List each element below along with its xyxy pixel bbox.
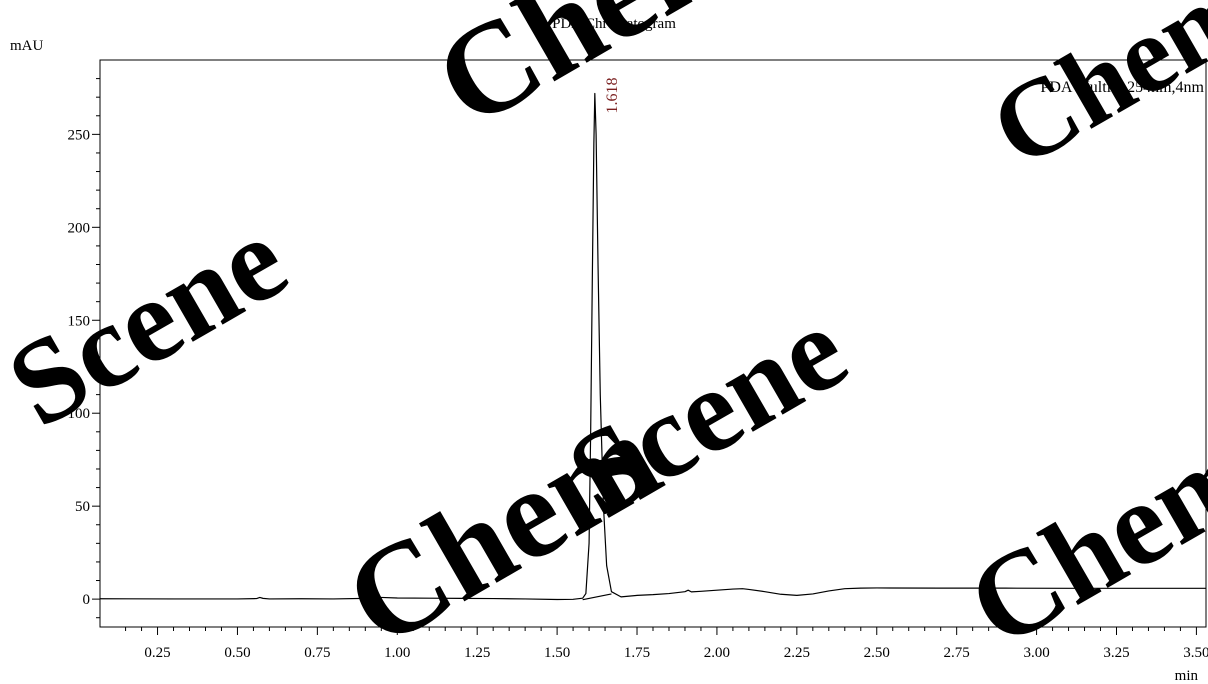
chromatogram-traces xyxy=(99,92,1206,601)
x-tick-label: 1.00 xyxy=(384,645,410,661)
y-axis-ticks: 0 50 100 150 200 250 xyxy=(68,78,100,619)
x-tick-label: 2.75 xyxy=(944,645,970,661)
chart-title: PDA Chromatogram xyxy=(552,16,676,32)
y-tick-label: 0 xyxy=(83,592,91,608)
baseline-line xyxy=(582,593,612,601)
peak-label: 1.618 xyxy=(604,77,621,113)
watermark-scene-left: Scene xyxy=(0,191,307,453)
y-tick-label: 250 xyxy=(68,127,91,143)
x-tick-label: 2.50 xyxy=(864,645,890,661)
chromatogram-line xyxy=(99,92,1206,601)
x-tick-label: 3.00 xyxy=(1023,645,1049,661)
x-tick-label: 1.50 xyxy=(544,645,570,661)
x-tick-label: 1.25 xyxy=(464,645,490,661)
watermark-chem-bottom: Chem xyxy=(323,384,683,675)
watermark-chem-right: Chem xyxy=(947,404,1208,672)
legend-series-label: PDA Multi 1 254nm,4nm xyxy=(1040,79,1204,96)
y-axis-label: mAU xyxy=(10,38,44,54)
x-tick-label: 0.75 xyxy=(304,645,330,661)
x-axis-ticks: 0.25 0.50 0.75 1.00 1.25 1.50 1.75 2.00 2.25 2.50… xyxy=(125,627,1208,661)
y-tick-label: 100 xyxy=(68,406,91,422)
y-tick-label: 150 xyxy=(68,313,91,329)
x-tick-label: 0.25 xyxy=(144,645,170,661)
y-tick-label: 200 xyxy=(68,220,91,236)
x-tick-label: 2.00 xyxy=(704,645,730,661)
y-tick-label: 50 xyxy=(75,499,90,515)
x-tick-label: 3.50 xyxy=(1183,645,1208,661)
x-tick-label: 0.50 xyxy=(224,645,250,661)
x-tick-label: 2.25 xyxy=(784,645,810,661)
x-tick-label: 3.25 xyxy=(1103,645,1129,661)
peak-annotations: 1.618 xyxy=(604,77,621,113)
x-axis-label: min xyxy=(1175,668,1199,684)
x-tick-label: 1.75 xyxy=(624,645,650,661)
